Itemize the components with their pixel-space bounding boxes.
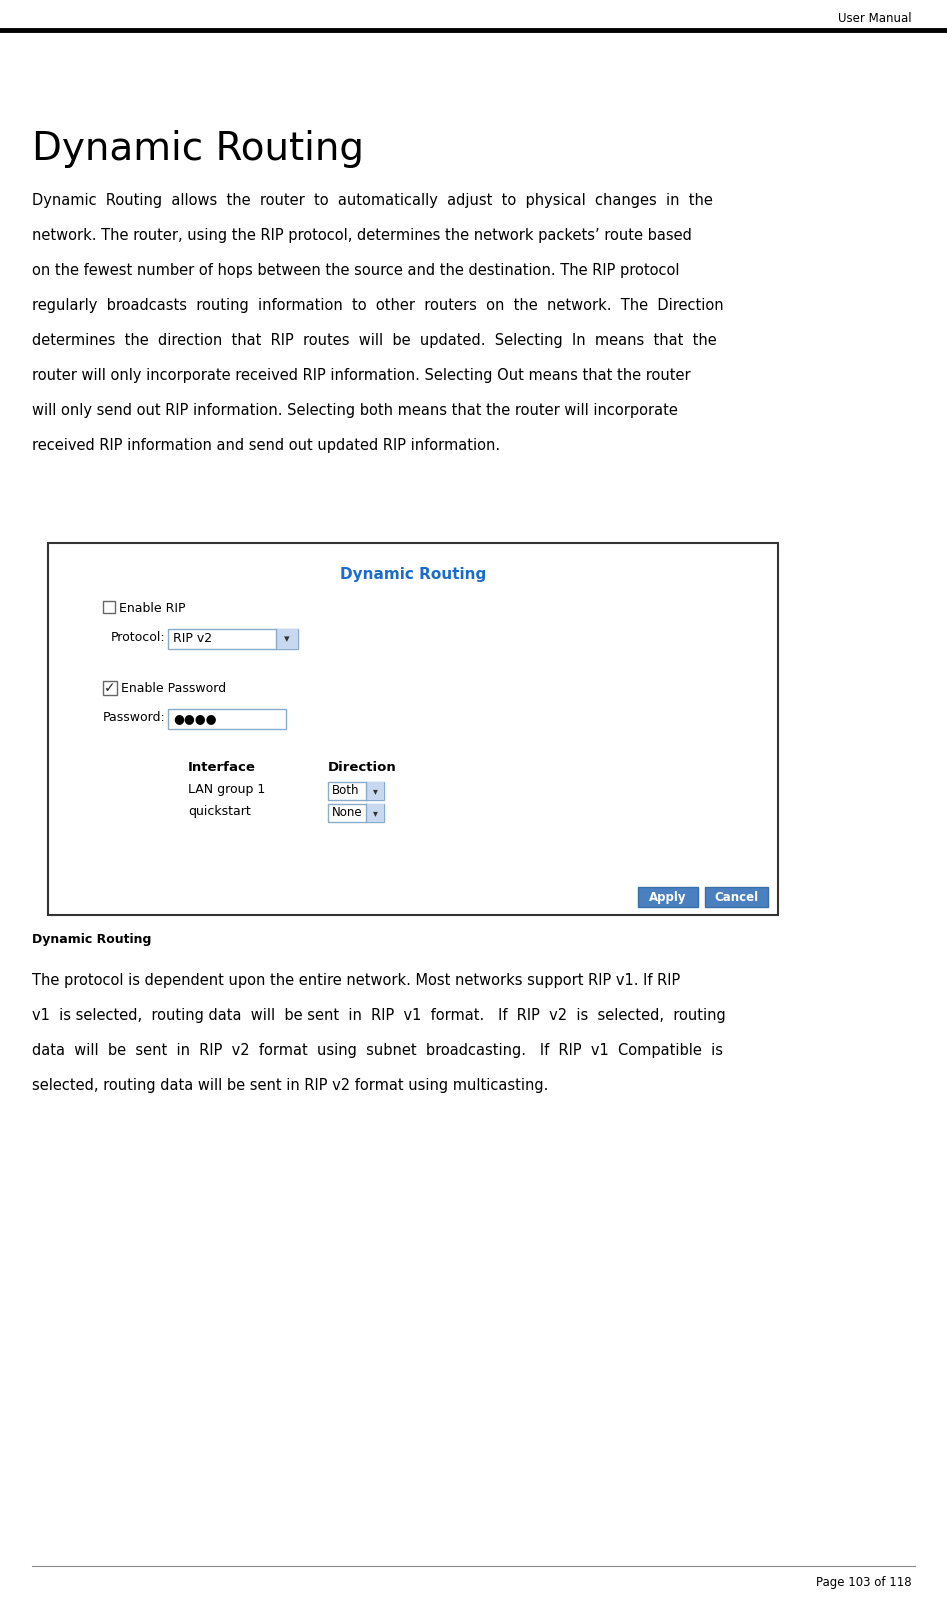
Text: Protocol:: Protocol: <box>111 631 165 644</box>
Text: Dynamic Routing: Dynamic Routing <box>340 567 486 583</box>
Text: Password:: Password: <box>102 711 165 724</box>
Text: Dynamic Routing: Dynamic Routing <box>32 933 152 946</box>
Text: The protocol is dependent upon the entire network. Most networks support RIP v1.: The protocol is dependent upon the entir… <box>32 973 680 988</box>
Bar <box>328 781 384 800</box>
Text: Dynamic Routing: Dynamic Routing <box>32 130 364 168</box>
Text: network. The router, using the RIP protocol, determines the network packets’ rou: network. The router, using the RIP proto… <box>32 227 692 243</box>
Bar <box>168 629 298 648</box>
Text: User Manual: User Manual <box>838 11 912 26</box>
Bar <box>103 680 117 695</box>
Text: Cancel: Cancel <box>714 890 758 903</box>
Text: Page 103 of 118: Page 103 of 118 <box>816 1575 912 1590</box>
Text: ●●●●: ●●●● <box>173 712 217 725</box>
Bar <box>366 781 384 800</box>
Bar <box>48 543 778 916</box>
Text: Dynamic  Routing  allows  the  router  to  automatically  adjust  to  physical  : Dynamic Routing allows the router to aut… <box>32 194 713 208</box>
Text: RIP v2: RIP v2 <box>173 632 212 645</box>
Text: LAN group 1: LAN group 1 <box>188 783 265 796</box>
Bar <box>168 709 286 728</box>
Text: Enable RIP: Enable RIP <box>119 602 186 615</box>
Text: v1  is selected,  routing data  will  be sent  in  RIP  v1  format.   If  RIP  v: v1 is selected, routing data will be sen… <box>32 1009 725 1023</box>
Bar <box>638 887 698 908</box>
Text: Direction: Direction <box>328 760 397 773</box>
Text: determines  the  direction  that  RIP  routes  will  be  updated.  Selecting  In: determines the direction that RIP routes… <box>32 333 717 347</box>
Bar <box>705 887 768 908</box>
Text: data  will  be  sent  in  RIP  v2  format  using  subnet  broadcasting.   If  RI: data will be sent in RIP v2 format using… <box>32 1042 723 1058</box>
Text: regularly  broadcasts  routing  information  to  other  routers  on  the  networ: regularly broadcasts routing information… <box>32 298 724 314</box>
Text: router will only incorporate received RIP information. Selecting Out means that : router will only incorporate received RI… <box>32 368 690 383</box>
Text: quickstart: quickstart <box>188 805 251 818</box>
Bar <box>366 804 384 821</box>
Text: Apply: Apply <box>650 890 687 903</box>
Text: ✓: ✓ <box>104 680 116 695</box>
Text: None: None <box>332 805 363 820</box>
Text: on the fewest number of hops between the source and the destination. The RIP pro: on the fewest number of hops between the… <box>32 263 680 279</box>
Text: ▾: ▾ <box>372 809 378 818</box>
Text: Interface: Interface <box>188 760 256 773</box>
Bar <box>328 804 384 821</box>
Text: will only send out RIP information. Selecting both means that the router will in: will only send out RIP information. Sele… <box>32 403 678 418</box>
Bar <box>276 629 298 648</box>
Bar <box>103 600 115 613</box>
Text: ▾: ▾ <box>372 786 378 796</box>
Text: received RIP information and send out updated RIP information.: received RIP information and send out up… <box>32 439 500 453</box>
Text: Both: Both <box>332 784 360 797</box>
Text: selected, routing data will be sent in RIP v2 format using multicasting.: selected, routing data will be sent in R… <box>32 1077 548 1093</box>
Text: Enable Password: Enable Password <box>121 682 226 695</box>
Text: ▾: ▾ <box>284 634 290 644</box>
